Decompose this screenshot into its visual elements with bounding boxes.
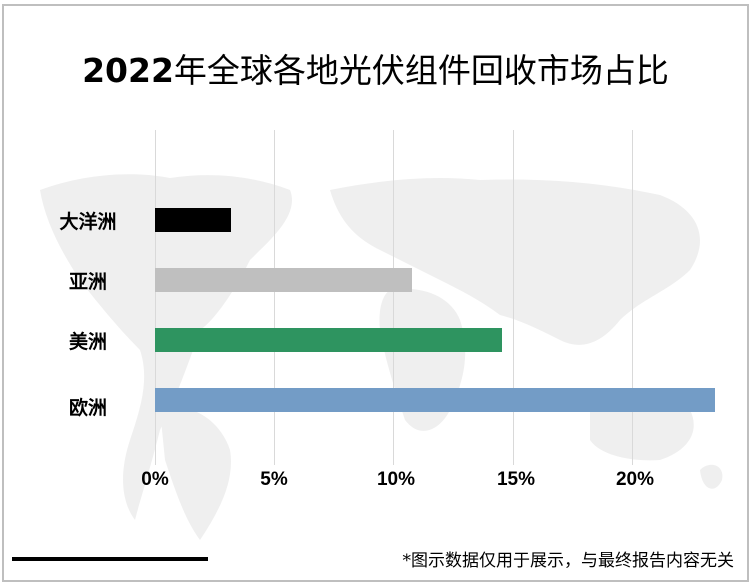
title-text: 年全球各地光伏组件回收市场占比 <box>173 51 669 90</box>
bar-asia <box>155 268 412 292</box>
title-year: 2022 <box>82 51 174 90</box>
category-label-oceania: 大洋洲 <box>59 211 117 233</box>
gridline-15 <box>513 130 514 465</box>
footer-divider-line <box>12 557 208 561</box>
category-label-americas: 美洲 <box>68 331 107 353</box>
x-tick-15: 15% <box>496 469 536 490</box>
category-label-europe: 欧洲 <box>68 397 107 419</box>
gridline-0 <box>155 130 156 465</box>
x-tick-5: 5% <box>260 469 288 490</box>
gridline-20 <box>632 130 633 465</box>
bar-oceania <box>155 208 231 232</box>
x-tick-0: 0% <box>141 469 169 490</box>
plot-area <box>155 130 751 465</box>
x-tick-20: 20% <box>615 469 655 490</box>
chart-title: 2022年全球各地光伏组件回收市场占比 <box>0 44 751 92</box>
gridline-5 <box>274 130 275 465</box>
category-label-asia: 亚洲 <box>68 271 107 293</box>
footnote-disclaimer: *图示数据仅用于展示，与最终报告内容无关 <box>402 551 735 571</box>
bar-europe <box>155 388 715 412</box>
x-tick-10: 10% <box>376 469 416 490</box>
bar-americas <box>155 328 502 352</box>
gridline-10 <box>393 130 394 465</box>
